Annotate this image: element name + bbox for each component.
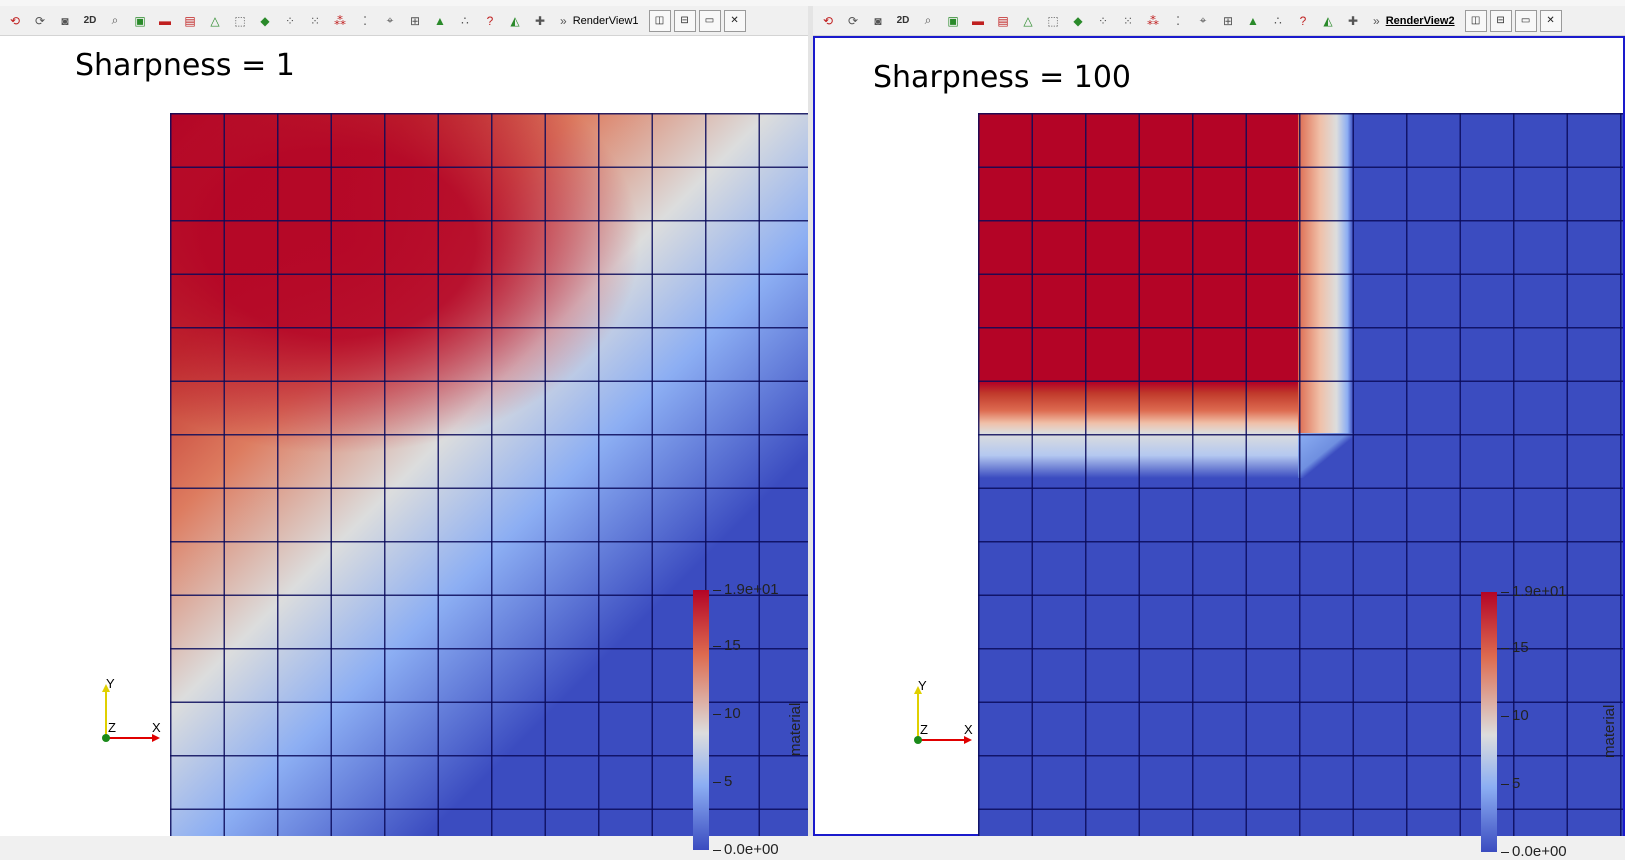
select-cells-on-icon[interactable]: ▣ [134,13,146,28]
render-view-2-toolbar: ⟲ ⟳ ◙ 2D ⌕ ▣ ▬ ▤ △ ⬚ ◆ ⁘ ⁙ ⁂ ⁚ ⌖ ⊞ ▲ ∴ ?… [813,6,1625,36]
zoom-closest-icon[interactable]: ⟳ [34,13,46,28]
select-polygon-cells-icon[interactable]: ⁙ [1122,13,1134,28]
colorbar-title: material [787,702,804,756]
select-points-on-icon[interactable]: ▬ [159,13,171,28]
capture-screenshot-icon[interactable]: ◙ [874,13,882,28]
select-block-icon[interactable]: ⬚ [234,13,246,28]
query-icon[interactable]: ? [486,13,494,28]
split-vertical-button[interactable]: ⊟ [1489,9,1512,32]
colorbar-max-label: 1.9e+01 [713,581,779,598]
maximize-button[interactable]: ▭ [1514,9,1537,32]
zoom-to-box-icon[interactable]: ⌕ [924,13,932,27]
render-view-1-canvas[interactable]: Sharpness = 1 1.9e+01 15 10 5 0.0e+00 ma… [0,36,808,858]
colorbar-min-label: 0.0e+00 [713,841,779,858]
split-horizontal-button[interactable]: ◫ [1464,9,1487,32]
view-heading: Sharpness = 100 [873,60,1132,95]
grow-selection-icon[interactable]: ⊞ [409,13,421,28]
select-polygon-cells-icon[interactable]: ⁙ [309,13,321,28]
select-points-frustum-icon[interactable]: △ [210,13,220,28]
axis-y-label: Y [918,678,927,693]
select-polygon-points-icon[interactable]: ⁂ [1147,13,1159,28]
zoom-to-box-icon[interactable]: ⌕ [111,13,119,27]
select-cells-frustum-icon[interactable]: ▤ [184,13,196,28]
query-icon[interactable]: ? [1299,13,1307,28]
view-heading: Sharpness = 1 [75,48,295,83]
shrink-selection-icon[interactable]: ▲ [434,13,446,28]
colorbar-label-15: 15 [1501,639,1529,656]
toolbar-overflow-icon[interactable]: » [1373,13,1380,28]
grow-selection-icon[interactable]: ⊞ [1222,13,1234,28]
colorbar-label-5: 5 [712,773,733,790]
render-view-2-pane: ⟲ ⟳ ◙ 2D ⌕ ▣ ▬ ▤ △ ⬚ ◆ ⁘ ⁙ ⁂ ⁚ ⌖ ⊞ ▲ ∴ ?… [813,6,1625,860]
interactive-select-cells-icon[interactable]: ◆ [260,13,270,28]
render-view-1-title[interactable]: RenderView1 [572,14,639,27]
axis-x-label: X [964,722,973,737]
colorbar [693,590,709,850]
colorbar-label-10: 10 [713,705,741,722]
view-splitter[interactable] [808,6,813,836]
render-view-2-title[interactable]: RenderView2 [1385,14,1455,27]
colorbar-min-label: 0.0e+00 [1501,843,1567,860]
material-field-plot [170,113,808,836]
interactive-select-cells-icon[interactable]: ◆ [1073,13,1083,28]
hover-points-icon[interactable]: ⁚ [363,13,367,28]
colorbar-label-15: 15 [713,637,741,654]
select-points-frustum-icon[interactable]: △ [1023,13,1033,28]
axis-z-label: Z [920,722,928,737]
colorbar-title: material [1601,704,1618,758]
add-ruler-icon[interactable]: ✚ [1347,13,1359,28]
extract-selection-icon[interactable]: ◭ [1323,13,1333,28]
material-field-plot [978,113,1623,836]
shrink-selection-icon[interactable]: ▲ [1247,13,1259,28]
orientation-axes-icon [914,686,972,744]
colorbar [1481,592,1497,852]
add-ruler-icon[interactable]: ✚ [534,13,546,28]
maximize-button[interactable]: ▭ [698,9,721,32]
projection-2d-toggle[interactable]: 2D [83,15,97,26]
select-points-on-icon[interactable]: ▬ [972,13,984,28]
select-cells-on-icon[interactable]: ▣ [947,13,959,28]
close-view-button[interactable]: ✕ [723,9,746,32]
interactive-select-points-icon[interactable]: ⁘ [284,13,296,28]
clear-selection-icon[interactable]: ∴ [1274,13,1282,28]
select-block-icon[interactable]: ⬚ [1047,13,1059,28]
clear-selection-icon[interactable]: ∴ [461,13,469,28]
close-view-button[interactable]: ✕ [1539,9,1562,32]
reset-camera-icon[interactable]: ⟲ [822,13,834,28]
orientation-axes: Y Z X [908,678,978,748]
orientation-axes-icon [102,684,160,742]
split-horizontal-button[interactable]: ◫ [648,9,671,32]
select-cells-frustum-icon[interactable]: ▤ [997,13,1009,28]
hover-cells-icon[interactable]: ⌖ [386,13,394,27]
split-vertical-button[interactable]: ⊟ [673,9,696,32]
render-view-1-toolbar: ⟲ ⟳ ◙ 2D ⌕ ▣ ▬ ▤ △ ⬚ ◆ ⁘ ⁙ ⁂ ⁚ ⌖ ⊞ ▲ ∴ ?… [0,6,808,36]
colorbar-label-10: 10 [1501,707,1529,724]
axis-z-label: Z [108,720,116,735]
toolbar-overflow-icon[interactable]: » [560,13,567,28]
interactive-select-points-icon[interactable]: ⁘ [1097,13,1109,28]
capture-screenshot-icon[interactable]: ◙ [61,13,69,28]
select-polygon-points-icon[interactable]: ⁂ [334,13,346,28]
orientation-axes: Y Z X [96,676,166,746]
render-view-1-pane: ⟲ ⟳ ◙ 2D ⌕ ▣ ▬ ▤ △ ⬚ ◆ ⁘ ⁙ ⁂ ⁚ ⌖ ⊞ ▲ ∴ ?… [0,6,808,858]
colorbar-label-5: 5 [1500,775,1521,792]
hover-cells-icon[interactable]: ⌖ [1199,13,1207,27]
render-view-2-canvas[interactable]: Sharpness = 100 1.9e+01 15 10 5 0.0e+00 … [813,36,1625,860]
hover-points-icon[interactable]: ⁚ [1176,13,1180,28]
projection-2d-toggle[interactable]: 2D [896,15,910,26]
extract-selection-icon[interactable]: ◭ [510,13,520,28]
axis-x-label: X [152,720,161,735]
zoom-closest-icon[interactable]: ⟳ [847,13,859,28]
reset-camera-icon[interactable]: ⟲ [9,13,21,28]
colorbar-max-label: 1.9e+01 [1501,583,1567,600]
axis-y-label: Y [106,676,115,691]
